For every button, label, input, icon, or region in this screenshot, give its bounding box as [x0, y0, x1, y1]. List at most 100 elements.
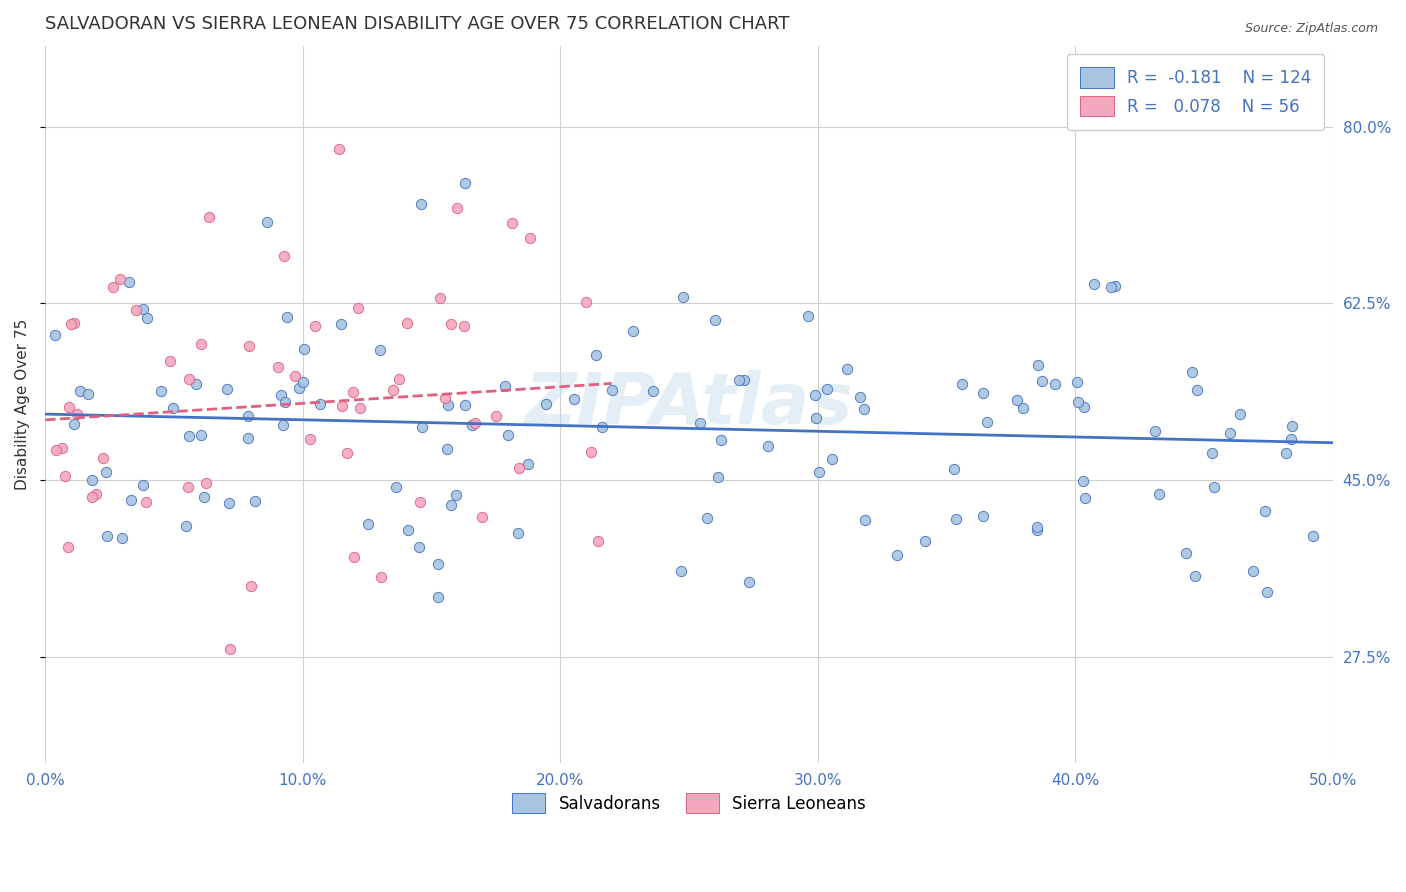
Point	[1143, 424, 1166, 438]
Point	[363, 789, 385, 804]
Point	[177, 428, 200, 442]
Point	[1099, 280, 1122, 294]
Point	[276, 310, 298, 324]
Point	[689, 416, 711, 430]
Point	[219, 642, 242, 657]
Point	[1229, 407, 1251, 421]
Point	[591, 419, 613, 434]
Point	[440, 498, 463, 512]
Point	[236, 409, 259, 424]
Point	[446, 201, 468, 215]
Point	[1025, 519, 1047, 533]
Point	[330, 399, 353, 413]
Point	[118, 275, 141, 289]
Point	[193, 490, 215, 504]
Point	[62, 316, 84, 330]
Point	[267, 360, 290, 375]
Point	[125, 303, 148, 318]
Point	[274, 395, 297, 409]
Point	[82, 490, 104, 504]
Point	[536, 396, 558, 410]
Point	[66, 407, 89, 421]
Point	[738, 575, 761, 590]
Point	[1174, 546, 1197, 560]
Point	[1031, 374, 1053, 388]
Point	[1253, 504, 1275, 518]
Point	[288, 381, 311, 395]
Point	[174, 518, 197, 533]
Point	[585, 348, 607, 362]
Point	[176, 480, 198, 494]
Point	[696, 511, 718, 525]
Point	[852, 401, 875, 416]
Point	[330, 317, 353, 331]
Point	[710, 433, 733, 447]
Point	[385, 480, 408, 494]
Point	[1181, 365, 1204, 379]
Point	[972, 385, 994, 400]
Point	[270, 388, 292, 402]
Point	[815, 382, 838, 396]
Point	[1012, 401, 1035, 415]
Point	[45, 442, 67, 457]
Point	[132, 478, 155, 492]
Point	[150, 384, 173, 398]
Point	[409, 495, 432, 509]
Point	[1154, 104, 1177, 119]
Point	[396, 316, 419, 330]
Point	[427, 557, 450, 571]
Point	[575, 295, 598, 310]
Point	[796, 309, 818, 323]
Point	[1219, 425, 1241, 440]
Point	[56, 540, 79, 554]
Point	[120, 493, 142, 508]
Point	[807, 465, 830, 479]
Point	[756, 439, 779, 453]
Point	[190, 427, 212, 442]
Point	[562, 392, 585, 406]
Point	[855, 513, 877, 527]
Point	[703, 313, 725, 327]
Point	[215, 382, 238, 396]
Point	[103, 280, 125, 294]
Point	[349, 401, 371, 416]
Point	[444, 488, 467, 502]
Point	[728, 373, 751, 387]
Text: ZIPAtlas: ZIPAtlas	[524, 370, 853, 439]
Point	[1279, 432, 1302, 446]
Point	[600, 383, 623, 397]
Point	[135, 311, 157, 326]
Point	[336, 446, 359, 460]
Point	[381, 383, 404, 397]
Text: SALVADORAN VS SIERRA LEONEAN DISABILITY AGE OVER 75 CORRELATION CHART: SALVADORAN VS SIERRA LEONEAN DISABILITY …	[45, 15, 790, 33]
Point	[803, 387, 825, 401]
Point	[1025, 524, 1047, 538]
Point	[111, 531, 134, 545]
Point	[453, 318, 475, 333]
Point	[396, 524, 419, 538]
Text: Source: ZipAtlas.com: Source: ZipAtlas.com	[1244, 22, 1378, 36]
Point	[1202, 480, 1225, 494]
Point	[733, 372, 755, 386]
Point	[849, 390, 872, 404]
Legend: Salvadorans, Sierra Leoneans: Salvadorans, Sierra Leoneans	[499, 780, 880, 827]
Point	[190, 337, 212, 351]
Point	[1073, 491, 1095, 505]
Point	[1201, 446, 1223, 460]
Point	[433, 391, 456, 405]
Point	[579, 444, 602, 458]
Point	[80, 473, 103, 487]
Point	[1256, 584, 1278, 599]
Point	[1302, 529, 1324, 543]
Point	[58, 400, 80, 414]
Point	[643, 384, 665, 399]
Point	[91, 451, 114, 466]
Point	[804, 411, 827, 425]
Point	[945, 512, 967, 526]
Point	[517, 457, 540, 471]
Point	[1241, 564, 1264, 578]
Point	[299, 432, 322, 446]
Point	[837, 361, 859, 376]
Point	[411, 197, 433, 211]
Point	[236, 431, 259, 445]
